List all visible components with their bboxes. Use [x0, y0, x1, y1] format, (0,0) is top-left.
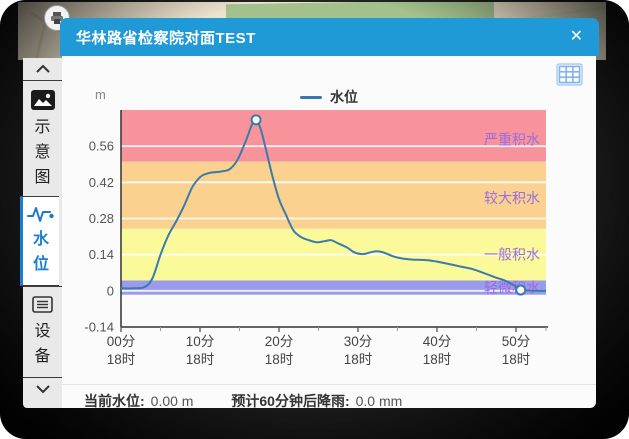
sidebar-tab-devices[interactable]: 设 备 [23, 286, 62, 378]
sidebar-scroll-up[interactable] [23, 58, 62, 80]
x-axis-tick-minute: 10分 [186, 334, 215, 349]
popup-titlebar: 华林路省检察院对面TEST ✕ [60, 18, 599, 56]
chevron-down-icon [35, 385, 50, 394]
tab-label-char: 示 [34, 119, 51, 136]
data-point-marker [515, 284, 527, 296]
risk-band-label: 一般积水 [484, 247, 540, 263]
x-axis-tick-minute: 40分 [423, 334, 452, 349]
current-level-value: 0.00 m [150, 393, 194, 409]
x-axis-tick-minute: 50分 [502, 334, 531, 349]
rain-forecast-value: 0.0 mm [355, 393, 403, 409]
tab-label-char: 图 [34, 169, 51, 186]
risk-band-label: 轻微积水 [484, 280, 540, 296]
popup-title: 华林路省检察院对面TEST [76, 29, 256, 47]
list-icon [31, 296, 53, 313]
waveform-icon [27, 207, 54, 222]
tab-label-char: 意 [34, 144, 51, 161]
y-axis-tick-label: 0 [107, 283, 114, 298]
legend-line-swatch [300, 95, 322, 99]
image-icon [30, 90, 55, 110]
x-axis-tick-minute: 20分 [265, 334, 294, 349]
tab-label-char: 设 [34, 323, 51, 340]
chevron-up-icon [35, 64, 50, 73]
y-axis-tick-label: 0.28 [89, 211, 114, 226]
tab-label-char: 位 [32, 256, 49, 273]
x-axis-tick-hour: 18时 [265, 352, 294, 367]
x-axis-tick-minute: 00分 [107, 334, 136, 349]
sidebar-scroll-down[interactable] [23, 378, 62, 400]
x-axis-tick-hour: 18时 [107, 352, 136, 367]
y-axis-tick-label: 0.42 [89, 175, 114, 190]
popup-content: m 水位 0.56 0.42 0.28 0.14 0 -0.14 严重积水 较大积水 一般积水轻… [62, 56, 596, 409]
table-grid-icon[interactable] [556, 63, 583, 86]
risk-band-label: 严重积水 [484, 132, 540, 148]
x-axis-tick-hour: 18时 [502, 352, 531, 367]
risk-band-label: 较大积水 [484, 190, 540, 206]
tab-label-char: 备 [34, 348, 51, 365]
sidebar-tab-schematic[interactable]: 示 意 图 [23, 80, 62, 196]
y-axis-tick-label: 0.14 [89, 247, 114, 262]
x-axis-tick-hour: 18时 [344, 352, 373, 367]
rain-forecast-label: 预计60分钟后降雨: [231, 393, 350, 409]
x-axis-tick-hour: 18时 [423, 352, 452, 367]
status-bar: 当前水位: 0.00 m 预计60分钟后降雨: 0.0 mm [62, 384, 596, 415]
risk-band [121, 110, 546, 162]
x-axis-tick-minute: 30分 [344, 334, 373, 349]
tab-label-char: 水 [32, 231, 49, 248]
sidebar-tab-water-level[interactable]: 水 位 [20, 196, 59, 286]
data-point-marker [250, 114, 262, 126]
y-axis-tick-label: 0.56 [89, 139, 114, 154]
x-axis-tick-hour: 18时 [186, 352, 215, 367]
close-icon[interactable]: ✕ [569, 28, 583, 45]
current-level-label: 当前水位: [84, 393, 145, 409]
risk-band [121, 280, 546, 295]
y-axis-tick-label: -0.14 [84, 320, 114, 335]
sidebar: 示 意 图 水 位 设 备 [20, 58, 62, 408]
